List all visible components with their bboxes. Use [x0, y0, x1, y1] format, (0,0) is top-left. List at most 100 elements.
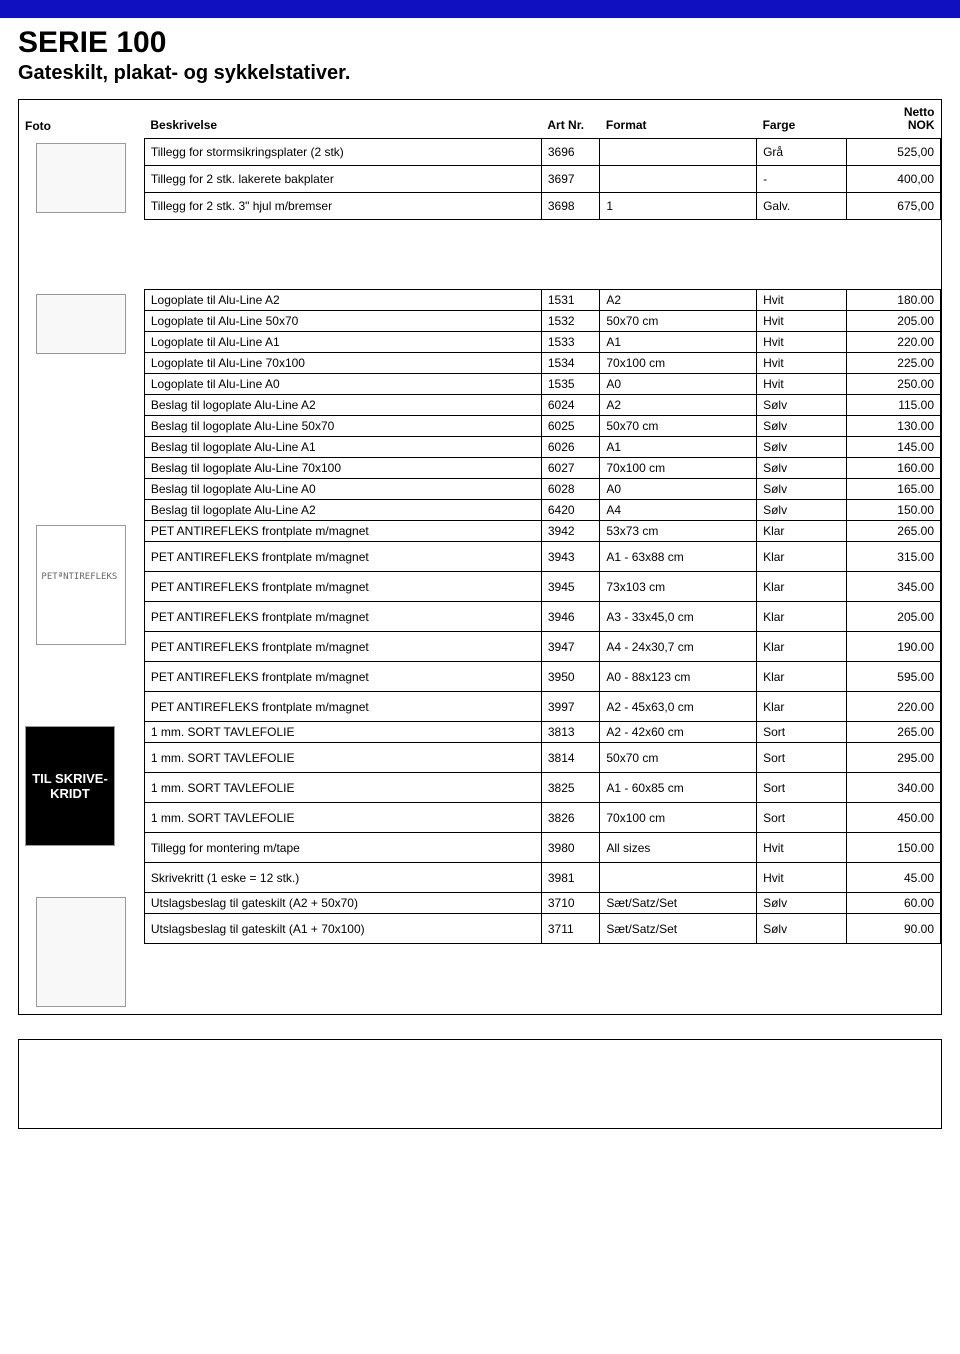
thumb-cell: TIL SKRIVE-KRIDT [19, 722, 144, 893]
cell-fmt: A1 - 60x85 cm [600, 773, 757, 803]
table-row: PET ANTIREFLEKS frontplate m/magnet3943A… [19, 542, 941, 572]
cell-desc: Tillegg for montering m/tape [144, 833, 541, 863]
cell-desc: Logoplate til Alu-Line A2 [144, 290, 541, 311]
cell-art: 6027 [541, 458, 600, 479]
cell-desc: Logoplate til Alu-Line 50x70 [144, 311, 541, 332]
cell-art: 6024 [541, 395, 600, 416]
cell-art: 1531 [541, 290, 600, 311]
cell-art: 6025 [541, 416, 600, 437]
cell-fmt: A2 - 42x60 cm [600, 722, 757, 743]
cell-desc: Beslag til logoplate Alu-Line A2 [144, 500, 541, 521]
cell-desc: 1 mm. SORT TAVLEFOLIE [144, 803, 541, 833]
cell-farge: Hvit [757, 833, 847, 863]
cell-desc: Beslag til logoplate Alu-Line 70x100 [144, 458, 541, 479]
cell-nok: 220.00 [846, 332, 940, 353]
cell-fmt: 50x70 cm [600, 743, 757, 773]
cell-art: 3698 [541, 193, 600, 220]
table-row: Utslagsbeslag til gateskilt (A1 + 70x100… [19, 914, 941, 944]
table-row: PET ANTIREFLEKS frontplate m/magnet39457… [19, 572, 941, 602]
cell-farge: Sort [757, 803, 847, 833]
cell-farge: Klar [757, 572, 847, 602]
cell-art: 6420 [541, 500, 600, 521]
cell-art: 1534 [541, 353, 600, 374]
cell-nok: 400,00 [846, 166, 940, 193]
cell-desc: PET ANTIREFLEKS frontplate m/magnet [144, 692, 541, 722]
cell-nok: 90.00 [846, 914, 940, 944]
cell-art: 6026 [541, 437, 600, 458]
cell-art: 3942 [541, 521, 600, 542]
thumb-cell [19, 521, 144, 722]
cell-farge: Klar [757, 521, 847, 542]
cell-farge: Klar [757, 692, 847, 722]
page-body: SERIE 100 Gateskilt, plakat- og sykkelst… [0, 18, 960, 1147]
cell-nok: 525,00 [846, 139, 940, 166]
cell-fmt: 50x70 cm [600, 416, 757, 437]
table-row: Logoplate til Alu-Line 50x70153250x70 cm… [19, 311, 941, 332]
cell-art: 3814 [541, 743, 600, 773]
cell-farge: Klar [757, 632, 847, 662]
gap-row [19, 220, 941, 290]
cell-fmt: A0 [600, 374, 757, 395]
table-row: Tillegg for 2 stk. 3" hjul m/bremser 369… [19, 193, 941, 220]
bracket-icon [36, 143, 126, 213]
cell-desc: PET ANTIREFLEKS frontplate m/magnet [144, 662, 541, 692]
cell-nok: 225.00 [846, 353, 940, 374]
cell-desc: Beslag til logoplate Alu-Line 50x70 [144, 416, 541, 437]
cell-nok: 220.00 [846, 692, 940, 722]
table-row: PET ANTIREFLEKS frontplate m/magnet3950A… [19, 662, 941, 692]
table-row: Logoplate til Alu-Line 70x100153470x100 … [19, 353, 941, 374]
cell-art: 3710 [541, 893, 600, 914]
cell-fmt: A1 - 63x88 cm [600, 542, 757, 572]
cell-nok: 205.00 [846, 311, 940, 332]
cell-fmt: All sizes [600, 833, 757, 863]
pet-antirefleks-icon [36, 525, 126, 645]
cell-fmt: A3 - 33x45,0 cm [600, 602, 757, 632]
cell-nok: 60.00 [846, 893, 940, 914]
thumb-cell [19, 893, 144, 1014]
cell-desc: PET ANTIREFLEKS frontplate m/magnet [144, 521, 541, 542]
cell-fmt: A0 [600, 479, 757, 500]
cell-farge: Sølv [757, 395, 847, 416]
cell-farge: Klar [757, 542, 847, 572]
cell-art: 3997 [541, 692, 600, 722]
frame-icon [36, 294, 126, 354]
cell-fmt: A1 [600, 332, 757, 353]
cell-desc: Logoplate til Alu-Line 70x100 [144, 353, 541, 374]
cell-art: 3947 [541, 632, 600, 662]
black-board-icon: TIL SKRIVE-KRIDT [25, 726, 115, 846]
cell-fmt [600, 139, 757, 166]
col-desc: Beskrivelse [144, 100, 541, 139]
col-nok-l1: Netto [904, 105, 935, 119]
table-row: Skrivekritt (1 eske = 12 stk.)3981Hvit45… [19, 863, 941, 893]
cell-art: 3826 [541, 803, 600, 833]
table-row: Tillegg for stormsikringsplater (2 stk) … [19, 139, 941, 166]
cell-farge: Sort [757, 722, 847, 743]
catalog-table: Foto Beskrivelse Art Nr. Format Farge Ne… [19, 100, 941, 1014]
cell-farge: Hvit [757, 863, 847, 893]
cell-fmt: A4 - 24x30,7 cm [600, 632, 757, 662]
cell-art: 3696 [541, 139, 600, 166]
cell-farge: Sølv [757, 437, 847, 458]
table-row: PET ANTIREFLEKS frontplate m/magnet3947A… [19, 632, 941, 662]
cell-desc: Logoplate til Alu-Line A0 [144, 374, 541, 395]
cell-art: 3697 [541, 166, 600, 193]
table-row: 1 mm. SORT TAVLEFOLIE381450x70 cmSort295… [19, 743, 941, 773]
cell-farge: Hvit [757, 353, 847, 374]
cell-fmt: 70x100 cm [600, 353, 757, 374]
thumb-cell [19, 139, 144, 220]
cell-farge: Sølv [757, 416, 847, 437]
cell-art: 3943 [541, 542, 600, 572]
cell-fmt [600, 166, 757, 193]
cell-art: 3950 [541, 662, 600, 692]
cell-desc: Logoplate til Alu-Line A1 [144, 332, 541, 353]
table-row: Logoplate til Alu-Line A01535A0Hvit250.0… [19, 374, 941, 395]
table-row: PET ANTIREFLEKS frontplate m/magnet3997A… [19, 692, 941, 722]
cell-nok: 130.00 [846, 416, 940, 437]
cell-fmt: A2 [600, 395, 757, 416]
cell-desc: Beslag til logoplate Alu-Line A2 [144, 395, 541, 416]
table-row: Beslag til logoplate Alu-Line 50x7060255… [19, 416, 941, 437]
cell-fmt [600, 863, 757, 893]
gap-row [19, 944, 941, 1014]
cell-farge: - [757, 166, 847, 193]
cell-nok: 205.00 [846, 602, 940, 632]
